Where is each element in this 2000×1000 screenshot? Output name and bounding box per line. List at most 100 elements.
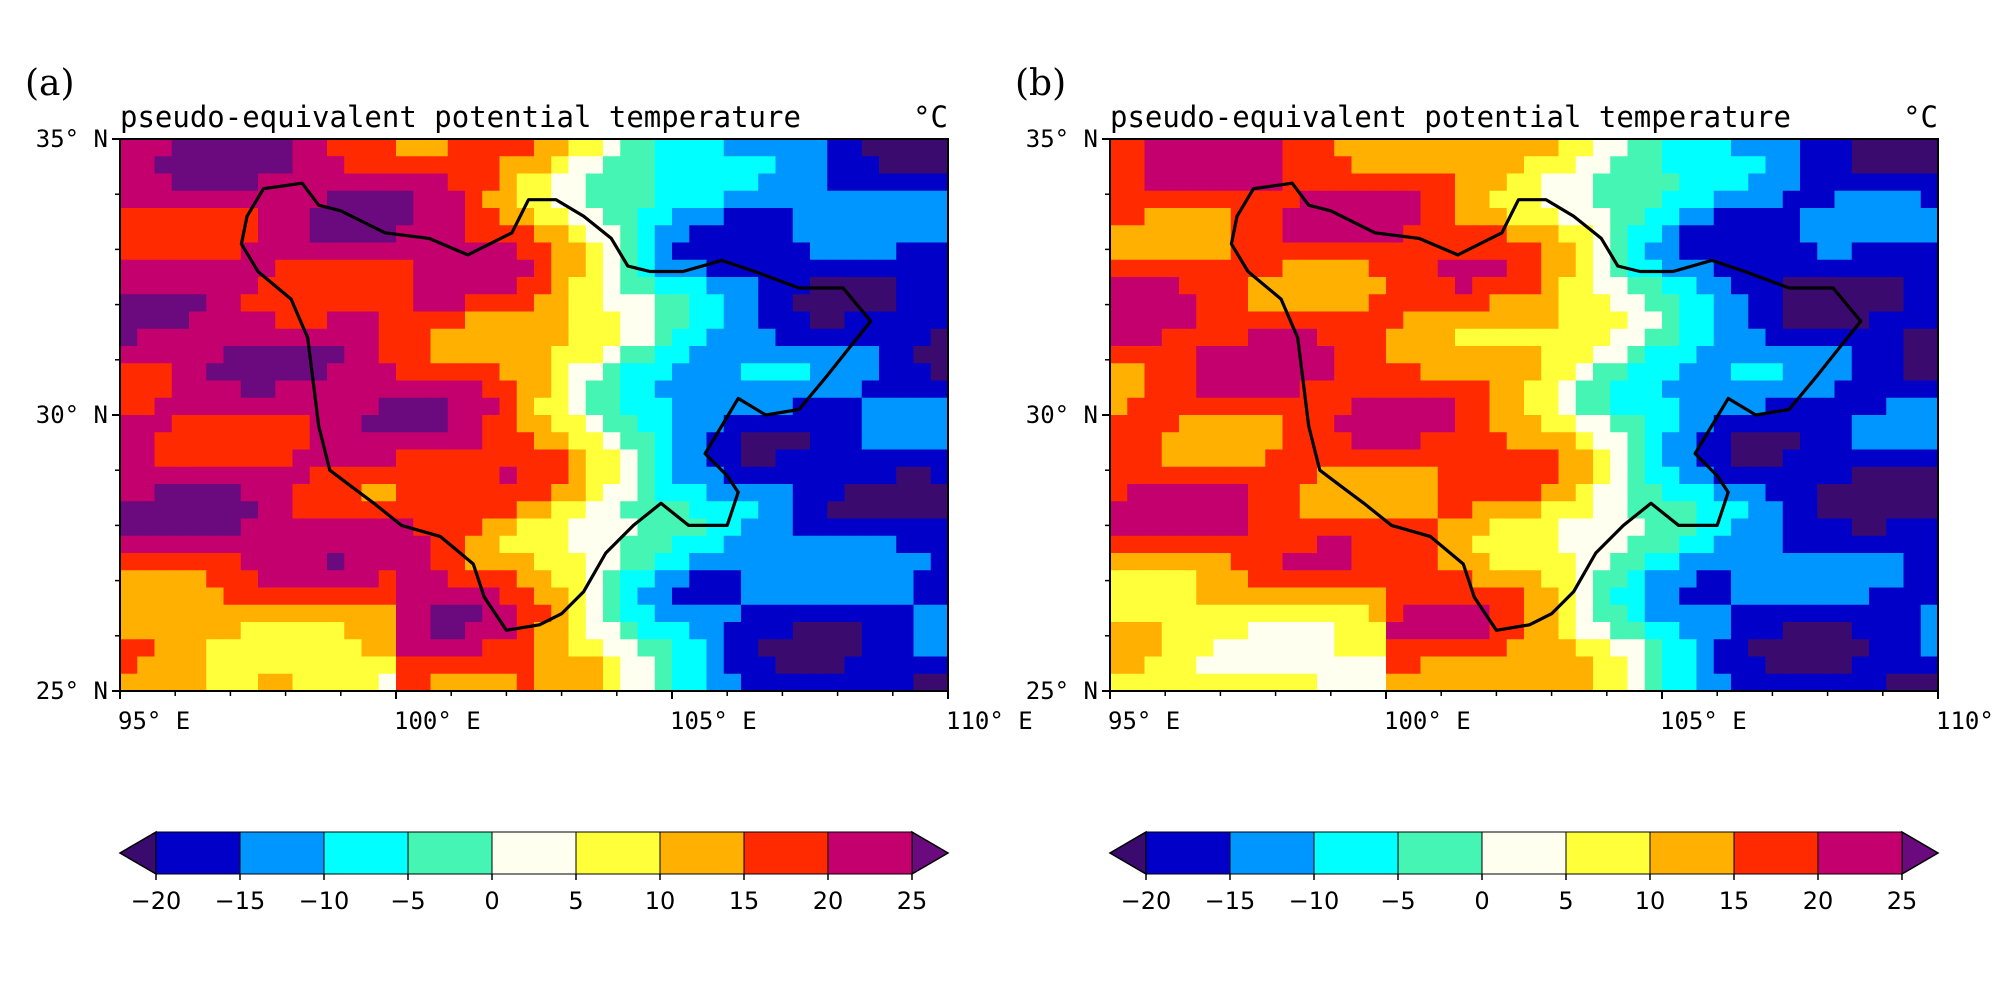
field-cell: [1248, 535, 1266, 554]
field-cell: [309, 587, 328, 606]
field-cell: [1213, 587, 1232, 606]
field-cell: [154, 397, 173, 416]
field-cell: [1334, 535, 1353, 554]
field-cell: [1420, 328, 1439, 347]
field-cell: [1489, 380, 1508, 399]
field-cell: [516, 259, 535, 278]
field-cell: [1472, 484, 1491, 502]
field-cell: [189, 518, 207, 537]
field-cell: [1558, 208, 1577, 226]
field-cell: [1610, 294, 1629, 313]
field-cell: [1662, 363, 1680, 382]
field-cell: [1334, 639, 1353, 658]
field-cell: [775, 208, 794, 226]
field-cell: [1420, 363, 1439, 382]
field-cell: [1506, 380, 1525, 399]
field-cell: [654, 570, 673, 589]
colorbar-min-extend: [118, 830, 157, 876]
field-cell: [1110, 346, 1128, 364]
field-cell: [482, 673, 501, 691]
field-cell: [1334, 466, 1353, 485]
field-cell: [1713, 535, 1732, 554]
field-cell: [1317, 294, 1335, 313]
field-cell: [1127, 277, 1146, 295]
field-cell: [1610, 432, 1629, 451]
field-cell: [189, 242, 207, 261]
field-cell: [240, 535, 259, 554]
field-cell: [1869, 139, 1887, 157]
field-cell: [1834, 622, 1853, 640]
field-cell: [1851, 259, 1870, 278]
field-cell: [810, 225, 828, 244]
field-cell: [223, 259, 242, 278]
field-cell: [551, 449, 570, 468]
field-cell: [1644, 139, 1663, 157]
field-cell: [1696, 656, 1715, 675]
field-cell: [1403, 363, 1422, 382]
field-cell: [585, 397, 604, 416]
field-cell: [810, 397, 828, 416]
field-cell: [1230, 587, 1249, 606]
field-cell: [1265, 346, 1284, 364]
field-cell: [810, 415, 828, 433]
field-cell: [1196, 673, 1215, 691]
field-cell: [465, 156, 483, 175]
field-cell: [396, 294, 414, 313]
field-cell: [1351, 259, 1370, 278]
field-cell: [1731, 190, 1749, 209]
field-cell: [206, 346, 225, 364]
field-cell: [1817, 242, 1836, 261]
field-cell: [654, 397, 673, 416]
field-cell: [896, 156, 915, 175]
field-cell: [309, 466, 328, 485]
field-cell: [1627, 656, 1646, 675]
field-cell: [1179, 190, 1197, 209]
field-cell: [551, 380, 570, 399]
field-cell: [1679, 380, 1698, 399]
field-cell: [171, 604, 190, 623]
field-cell: [654, 173, 673, 192]
field-cell: [758, 311, 777, 330]
field-cell: [482, 380, 501, 399]
field-cell: [1731, 139, 1749, 157]
field-cell: [758, 380, 777, 399]
field-cell: [1886, 328, 1905, 347]
field-cell: [240, 415, 259, 433]
field-cell: [1713, 432, 1732, 451]
field-cell: [1265, 604, 1284, 623]
field-cell: [1817, 173, 1836, 192]
y-tick-label: 30° N: [1026, 401, 1098, 429]
field-cell: [378, 432, 397, 451]
field-cell: [396, 242, 414, 261]
field-cell: [1903, 622, 1922, 640]
field-cell: [551, 139, 570, 157]
field-cell: [344, 639, 363, 658]
field-cell: [1299, 466, 1318, 485]
field-cell: [1334, 587, 1353, 606]
field-cell: [620, 466, 639, 485]
field-cell: [1368, 622, 1387, 640]
field-cell: [344, 604, 363, 623]
field-cell: [465, 328, 483, 347]
field-cell: [844, 466, 863, 485]
field-cell: [1524, 501, 1542, 520]
field-cell: [1386, 259, 1404, 278]
field-cell: [1248, 259, 1266, 278]
field-cell: [1489, 449, 1508, 468]
field-cell: [482, 484, 501, 502]
field-cell: [1386, 501, 1404, 520]
field-cell: [1506, 432, 1525, 451]
field-cell: [292, 466, 311, 485]
field-cell: [637, 156, 656, 175]
field-cell: [810, 449, 828, 468]
field-cell: [413, 570, 432, 589]
field-cell: [206, 328, 225, 347]
field-cell: [344, 380, 363, 399]
field-cell: [223, 656, 242, 675]
field-cell: [1161, 208, 1180, 226]
chart-title: pseudo-equivalent potential temperature: [120, 100, 801, 134]
field-cell: [1800, 363, 1818, 382]
field-cell: [206, 518, 225, 537]
field-cell: [689, 553, 708, 571]
field-cell: [775, 656, 794, 675]
